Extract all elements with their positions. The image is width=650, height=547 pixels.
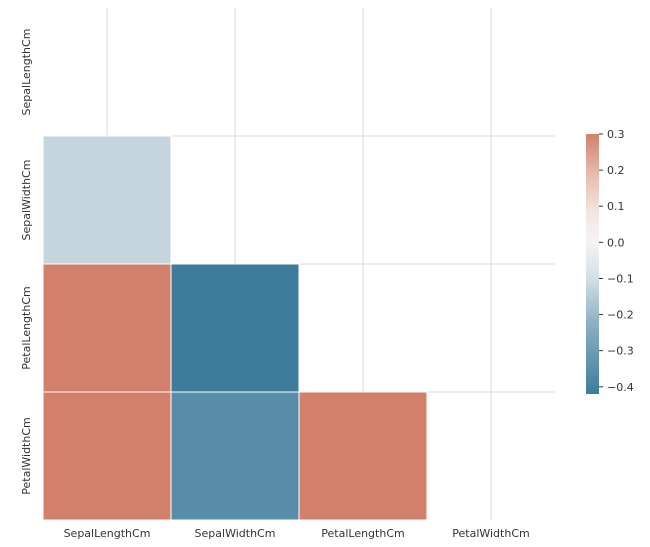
colorbar-tick-label: −0.3 <box>607 345 634 358</box>
colorbar-tick-label: −0.2 <box>607 309 634 322</box>
colorbar-gradient <box>586 134 599 394</box>
x-tick-label: SepalWidthCm <box>195 527 276 540</box>
y-tick-labels: SepalLengthCm SepalWidthCm PetalLengthCm Pe… <box>20 29 33 495</box>
x-tick-label: SepalLengthCm <box>64 527 151 540</box>
colorbar-tick-label: 0.2 <box>607 164 625 177</box>
colorbar: 0.3 0.2 0.1 0.0 −0.1 −0.2 −0.3 −0.4 <box>586 128 634 394</box>
heatmap-cell-PetalWidthCm-SepalWidthCm <box>170 391 300 521</box>
y-tick-label: SepalWidthCm <box>20 160 33 241</box>
x-tick-labels: SepalLengthCm SepalWidthCm PetalLengthCm Pe… <box>64 527 530 540</box>
x-tick-label: PetalWidthCm <box>452 527 529 540</box>
y-tick-label: SepalLengthCm <box>20 29 33 116</box>
heatmap-cells <box>42 135 428 521</box>
colorbar-tick-label: 0.1 <box>607 200 625 213</box>
colorbar-tick-label: −0.4 <box>607 381 634 394</box>
y-tick-label: PetalLengthCm <box>20 286 33 369</box>
colorbar-tick-label: 0.0 <box>607 236 625 249</box>
heatmap-cell-PetalWidthCm-PetalLengthCm <box>298 391 428 521</box>
x-tick-label: PetalLengthCm <box>321 527 404 540</box>
heatmap-cell-SepalWidthCm-SepalLengthCm <box>42 135 172 265</box>
y-tick-label: PetalWidthCm <box>20 417 33 494</box>
heatmap-cell-PetalWidthCm-SepalLengthCm <box>42 391 172 521</box>
heatmap-cell-PetalLengthCm-SepalWidthCm <box>170 263 300 393</box>
colorbar-tick-label: −0.1 <box>607 272 634 285</box>
heatmap-cell-PetalLengthCm-SepalLengthCm <box>42 263 172 393</box>
colorbar-tick-label: 0.3 <box>607 128 625 141</box>
